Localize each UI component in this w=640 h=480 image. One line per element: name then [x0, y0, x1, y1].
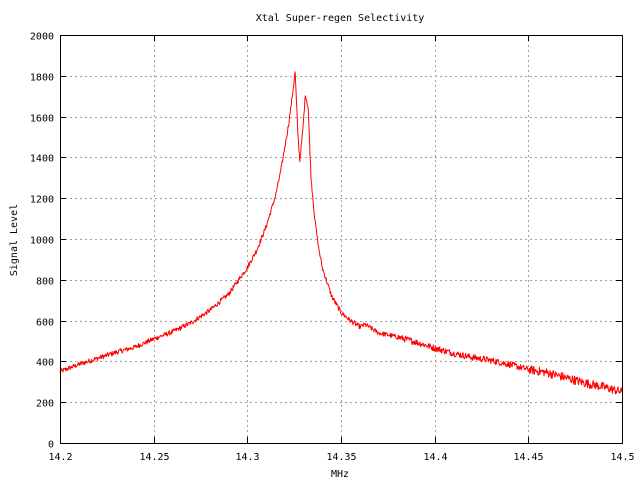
chart-title: Xtal Super-regen Selectivity	[256, 13, 425, 24]
y-tick-label: 2000	[30, 32, 54, 43]
x-tick-label: 14.25	[139, 452, 169, 463]
series-layer	[59, 71, 623, 395]
grid-lines	[60, 35, 622, 443]
axis-ticks	[60, 35, 623, 444]
x-tick-label: 14.4	[423, 452, 447, 463]
x-axis-label: MHz	[331, 469, 349, 480]
series-line-0	[59, 71, 623, 395]
y-tick-label: 1800	[30, 73, 54, 84]
x-tick-label: 14.5	[610, 452, 634, 463]
tick-labels: 14.2 14.25 14.3 14.35 14.4 14.45 14.5 0 200 400 60…	[30, 32, 635, 464]
y-tick-label: 1600	[30, 114, 54, 125]
y-tick-label: 200	[36, 399, 54, 410]
x-tick-label: 14.2	[48, 452, 72, 463]
y-tick-label: 600	[36, 318, 54, 329]
y-tick-label: 1400	[30, 154, 54, 165]
y-tick-label: 1200	[30, 195, 54, 206]
x-tick-label: 14.3	[235, 452, 259, 463]
y-axis-label: Signal Level	[9, 204, 20, 276]
y-tick-label: 1000	[30, 236, 54, 247]
x-tick-label: 14.45	[513, 452, 543, 463]
y-tick-label: 400	[36, 358, 54, 369]
y-tick-label: 800	[36, 277, 54, 288]
x-tick-label: 14.35	[326, 452, 356, 463]
y-tick-label: 0	[48, 440, 54, 451]
